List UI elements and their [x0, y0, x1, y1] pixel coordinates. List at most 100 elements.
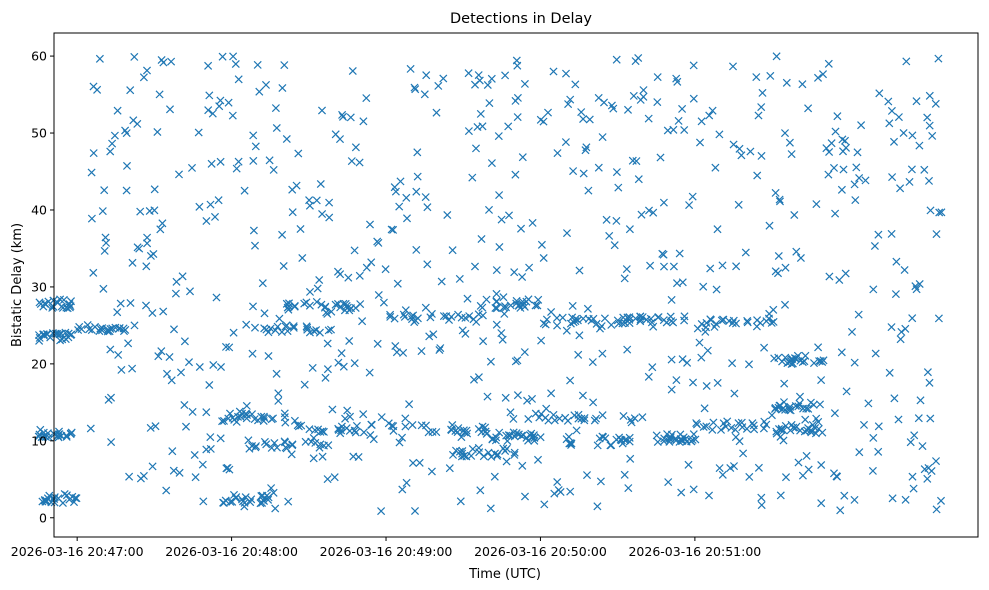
detection-marker: [678, 104, 687, 113]
detection-marker: [593, 441, 602, 450]
detection-marker: [195, 362, 204, 372]
detection-marker: [754, 463, 763, 472]
detection-marker: [634, 53, 643, 63]
detection-marker: [762, 317, 771, 326]
detection-marker: [392, 348, 401, 357]
detection-marker: [931, 99, 940, 108]
detection-marker: [410, 83, 419, 92]
detection-marker: [678, 355, 687, 364]
detection-marker: [899, 128, 908, 138]
detection-marker: [494, 132, 503, 141]
detection-marker: [336, 303, 345, 312]
detection-marker: [666, 435, 675, 444]
detection-marker: [885, 119, 894, 128]
detection-marker: [264, 351, 273, 361]
detection-marker: [210, 212, 220, 221]
detection-marker: [758, 88, 767, 97]
detection-marker: [142, 66, 152, 75]
detection-marker: [262, 440, 271, 449]
detection-marker: [100, 246, 109, 255]
detection-marker: [180, 400, 189, 410]
detection-marker: [901, 495, 910, 504]
detection-marker: [749, 421, 758, 430]
detection-marker: [723, 417, 732, 426]
detection-marker: [626, 415, 635, 424]
detection-marker: [923, 113, 932, 122]
detection-marker: [795, 392, 805, 401]
detection-marker: [708, 106, 717, 115]
detection-marker: [625, 437, 634, 446]
detection-marker: [855, 448, 864, 457]
detection-marker: [626, 454, 635, 463]
detection-marker: [573, 316, 582, 325]
detection-marker: [620, 274, 629, 283]
detection-marker: [417, 347, 426, 356]
detection-marker: [61, 335, 70, 344]
detection-marker: [840, 491, 849, 500]
detection-marker: [240, 186, 249, 195]
detection-marker: [352, 421, 361, 430]
detection-marker: [141, 301, 151, 310]
detection-marker: [605, 231, 614, 240]
detection-marker: [432, 428, 441, 437]
detection-marker: [510, 268, 519, 277]
detection-marker: [328, 405, 337, 414]
detection-marker: [435, 345, 444, 355]
detection-marker: [908, 314, 917, 323]
detection-marker: [757, 493, 766, 502]
data-points: [34, 52, 946, 516]
detection-marker: [908, 472, 917, 481]
detection-marker: [128, 364, 137, 373]
detection-marker: [271, 326, 280, 335]
detection-marker: [477, 234, 486, 244]
detection-marker: [579, 114, 588, 124]
detection-marker: [615, 433, 624, 442]
detection-marker: [757, 151, 766, 160]
detection-marker: [89, 268, 98, 277]
detection-marker: [667, 355, 676, 364]
detection-marker: [511, 96, 520, 105]
detection-marker: [205, 91, 214, 100]
detection-marker: [223, 463, 232, 472]
detection-marker: [924, 176, 934, 185]
detection-marker: [925, 121, 934, 130]
detection-marker: [497, 215, 506, 224]
detection-marker: [780, 129, 790, 138]
detection-marker: [202, 408, 211, 417]
detection-marker: [342, 301, 351, 310]
detection-marker: [247, 495, 256, 504]
detection-marker: [543, 108, 553, 117]
detection-marker: [300, 299, 309, 308]
detection-marker: [190, 450, 199, 460]
detection-marker: [172, 277, 181, 286]
detection-marker: [520, 79, 529, 88]
detection-marker: [474, 71, 483, 80]
detection-marker: [114, 324, 123, 333]
detection-marker: [294, 422, 303, 431]
detection-marker: [752, 322, 761, 331]
detection-marker: [718, 315, 728, 324]
detection-marker: [255, 87, 264, 96]
detection-marker: [501, 446, 510, 456]
detection-marker: [622, 265, 631, 274]
detection-marker: [221, 342, 231, 351]
detection-marker: [577, 414, 586, 423]
detection-marker: [34, 331, 44, 340]
detection-marker: [874, 422, 883, 431]
detection-marker: [476, 486, 485, 495]
detection-marker: [818, 428, 827, 437]
detection-marker: [462, 426, 471, 435]
detection-marker: [562, 326, 571, 335]
detection-marker: [743, 316, 752, 325]
detection-marker: [280, 437, 289, 446]
detection-marker: [519, 431, 528, 440]
x-tick-label: 2026-03-16 20:51:00: [628, 544, 761, 559]
detection-marker: [598, 411, 607, 420]
detection-marker: [284, 305, 293, 314]
detection-marker: [281, 322, 290, 331]
detection-marker: [644, 114, 653, 123]
detection-marker: [728, 359, 737, 368]
detection-marker: [569, 318, 578, 327]
detection-marker: [718, 470, 727, 479]
detection-marker: [305, 301, 314, 310]
